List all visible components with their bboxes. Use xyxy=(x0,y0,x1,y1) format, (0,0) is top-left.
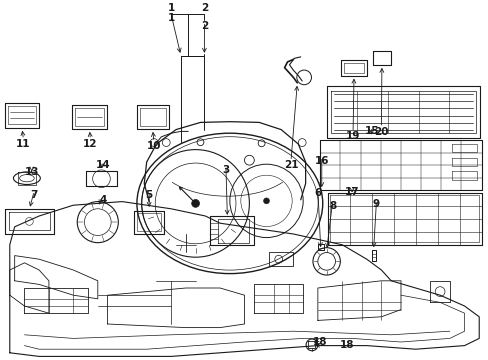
Text: 6: 6 xyxy=(314,188,321,198)
Text: 8: 8 xyxy=(328,201,335,211)
Text: 7: 7 xyxy=(30,190,38,200)
Text: 14: 14 xyxy=(95,160,110,170)
Text: 15: 15 xyxy=(364,126,378,136)
Text: 2: 2 xyxy=(201,3,207,13)
Text: 12: 12 xyxy=(83,139,98,149)
Text: 1: 1 xyxy=(167,13,174,23)
Text: 1: 1 xyxy=(167,3,174,13)
Text: 10: 10 xyxy=(146,141,161,151)
Text: 16: 16 xyxy=(314,156,328,166)
Text: 21: 21 xyxy=(283,160,298,170)
Text: 5: 5 xyxy=(145,190,152,200)
Circle shape xyxy=(191,199,199,207)
Text: 20: 20 xyxy=(373,127,388,137)
Text: 3: 3 xyxy=(222,165,229,175)
Text: 4: 4 xyxy=(99,195,106,205)
Text: 18: 18 xyxy=(339,340,354,350)
Text: 13: 13 xyxy=(24,167,39,177)
Text: 18: 18 xyxy=(312,337,327,347)
Text: 2: 2 xyxy=(201,21,207,31)
Text: 19: 19 xyxy=(345,131,360,141)
Text: 17: 17 xyxy=(344,187,359,197)
Text: 9: 9 xyxy=(372,199,379,209)
Text: 11: 11 xyxy=(16,139,31,149)
Circle shape xyxy=(263,198,269,204)
